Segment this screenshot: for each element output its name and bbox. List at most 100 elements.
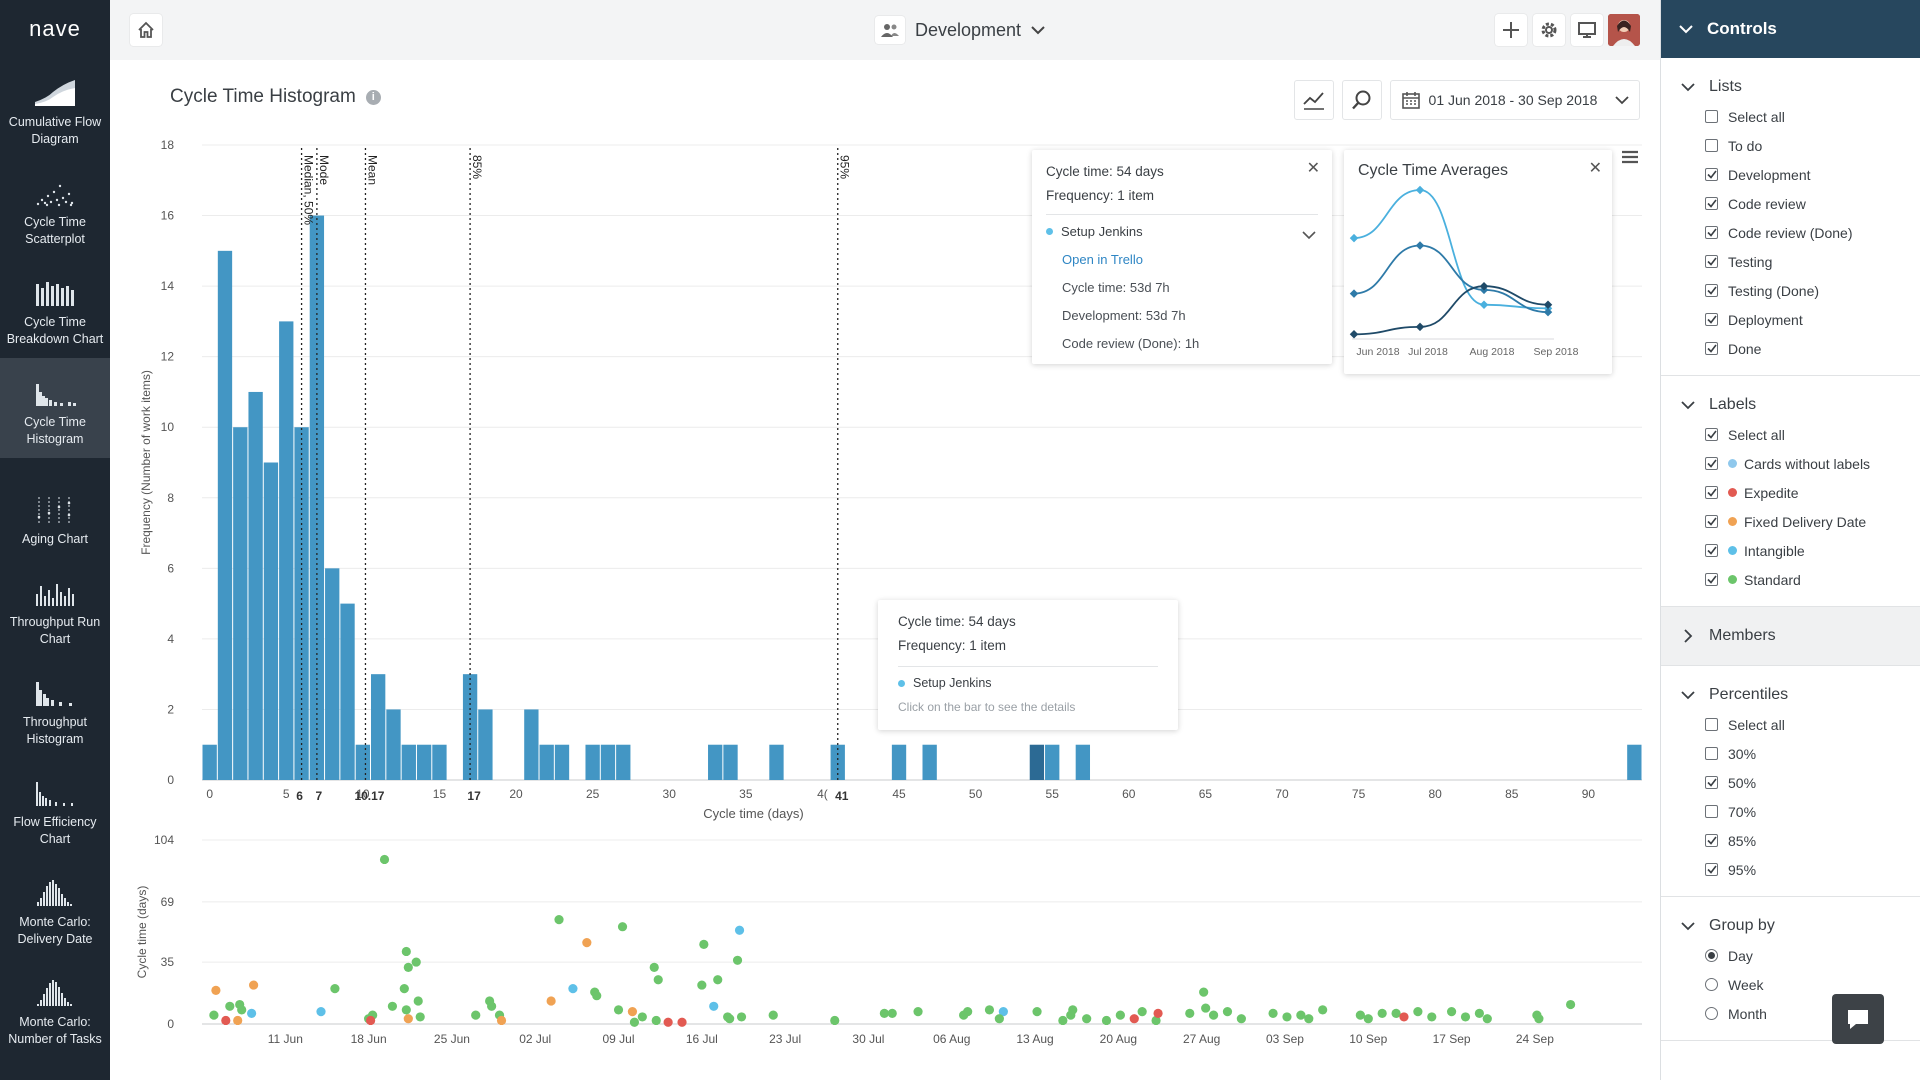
histogram-bar[interactable]	[891, 744, 907, 780]
scatter-point[interactable]	[1460, 1012, 1471, 1022]
scatter-point[interactable]	[1427, 1012, 1437, 1022]
scatter-point[interactable]	[403, 962, 413, 972]
scatter-point[interactable]	[1201, 1003, 1211, 1013]
scatter-point[interactable]	[233, 1015, 243, 1026]
scatter-point[interactable]	[1565, 999, 1576, 1010]
scatter-point[interactable]	[663, 1017, 673, 1027]
scatter-point[interactable]	[221, 1015, 231, 1026]
scatter-point[interactable]	[1185, 1008, 1195, 1018]
scatter-point[interactable]	[1482, 1014, 1492, 1024]
section-header[interactable]: Labels	[1661, 390, 1920, 420]
present-button[interactable]	[1571, 14, 1603, 46]
section-header[interactable]: Members	[1661, 621, 1920, 651]
scatter-point[interactable]	[677, 1017, 687, 1027]
info-icon[interactable]: i	[365, 89, 381, 105]
section-header[interactable]: Lists	[1661, 72, 1920, 102]
scatter-point[interactable]	[1363, 1014, 1373, 1024]
checkbox-code-review[interactable]: Code review	[1661, 189, 1920, 218]
scatter-point[interactable]	[697, 980, 707, 990]
scatter-point[interactable]	[830, 1015, 840, 1026]
scatter-point[interactable]	[1268, 1008, 1278, 1018]
histogram-bar[interactable]	[202, 744, 217, 780]
scatter-point[interactable]	[546, 996, 556, 1006]
scatter-point[interactable]	[316, 1007, 326, 1017]
histogram-bar[interactable]	[1627, 744, 1642, 780]
scatter-point[interactable]	[649, 962, 659, 972]
histogram-bar[interactable]	[309, 215, 325, 781]
zoom-button[interactable]	[1342, 80, 1382, 120]
checkbox-50-[interactable]: 50%	[1661, 768, 1920, 797]
scatter-point[interactable]	[568, 984, 578, 994]
scatter-point[interactable]	[732, 955, 743, 965]
scatter-point[interactable]	[1153, 1008, 1163, 1018]
checkbox-to-do[interactable]: To do	[1661, 131, 1920, 160]
open-in-trello-link[interactable]: Open in Trello	[1062, 252, 1143, 267]
nav-item-monte-carlo-tasks[interactable]: Monte Carlo: Number of Tasks	[0, 958, 110, 1058]
scatter-point[interactable]	[211, 985, 221, 995]
scatter-point[interactable]	[1068, 1005, 1078, 1015]
histogram-bar[interactable]	[554, 744, 570, 780]
scatter-point[interactable]	[1058, 1015, 1068, 1026]
radio-month[interactable]: Month	[1661, 999, 1920, 1028]
nav-item-scatterplot[interactable]: Cycle Time Scatterplot	[0, 158, 110, 258]
histogram-bar[interactable]	[355, 744, 371, 780]
scatter-point[interactable]	[1318, 1005, 1328, 1015]
histogram-bar[interactable]	[600, 744, 616, 780]
home-button[interactable]	[130, 14, 162, 46]
checkbox-code-review-done-[interactable]: Code review (Done)	[1661, 218, 1920, 247]
checkbox-intangible[interactable]: Intangible	[1661, 536, 1920, 565]
scatter-point[interactable]	[554, 915, 564, 925]
nav-item-throughput-run[interactable]: Throughput Run Chart	[0, 558, 110, 658]
scatter-point[interactable]	[1282, 1012, 1292, 1022]
trend-toggle-button[interactable]	[1294, 80, 1334, 120]
checkbox-select-all[interactable]: Select all	[1661, 102, 1920, 131]
nav-item-monte-carlo-date[interactable]: Monte Carlo: Delivery Date	[0, 858, 110, 958]
histogram-bar[interactable]	[1029, 744, 1045, 780]
scatter-point[interactable]	[1399, 1012, 1409, 1022]
scatter-point[interactable]	[984, 1005, 995, 1015]
board-selector[interactable]: Development	[875, 16, 1045, 44]
histogram-bar[interactable]	[524, 709, 539, 780]
histogram-bar[interactable]	[401, 744, 416, 780]
checkbox-deployment[interactable]: Deployment	[1661, 305, 1920, 334]
user-avatar[interactable]	[1608, 14, 1640, 46]
scatter-point[interactable]	[413, 996, 423, 1006]
scatter-point[interactable]	[582, 938, 592, 948]
checkbox-select-all[interactable]: Select all	[1661, 420, 1920, 449]
histogram-bar[interactable]	[922, 744, 937, 780]
scatter-point[interactable]	[734, 925, 745, 935]
scatter-point[interactable]	[1115, 1010, 1125, 1020]
scatter-point[interactable]	[629, 1017, 640, 1027]
scatter-point[interactable]	[653, 975, 663, 985]
scatter-point[interactable]	[736, 1012, 747, 1022]
scatter-point[interactable]	[225, 1001, 235, 1011]
scatter-point[interactable]	[959, 1010, 969, 1020]
scatter-point[interactable]	[713, 975, 723, 985]
scatter-point[interactable]	[399, 984, 409, 994]
add-button[interactable]	[1495, 14, 1527, 46]
close-icon[interactable]: ✕	[1306, 160, 1320, 177]
scatter-point[interactable]	[709, 1001, 719, 1011]
histogram-bar[interactable]	[462, 674, 478, 780]
scatter-point[interactable]	[1208, 1010, 1219, 1020]
nav-item-aging[interactable]: Aging Chart	[0, 458, 110, 558]
scatter-point[interactable]	[1032, 1007, 1042, 1017]
scatter-point[interactable]	[247, 1008, 257, 1018]
scatter-point[interactable]	[994, 1014, 1004, 1024]
checkbox-95-[interactable]: 95%	[1661, 855, 1920, 884]
scatter-point[interactable]	[411, 957, 421, 967]
histogram-bar[interactable]	[248, 391, 263, 780]
scatter-point[interactable]	[627, 1007, 638, 1017]
scatter-point[interactable]	[379, 854, 390, 865]
section-header[interactable]: Group by	[1661, 911, 1920, 941]
scatter-point[interactable]	[651, 1015, 661, 1026]
section-header[interactable]: Percentiles	[1661, 680, 1920, 710]
scatter-point[interactable]	[637, 1012, 647, 1022]
chevron-down-icon[interactable]	[1302, 230, 1316, 240]
scatter-point[interactable]	[1413, 1007, 1423, 1017]
scatter-point[interactable]	[887, 1008, 897, 1018]
checkbox-standard[interactable]: Standard	[1661, 565, 1920, 594]
histogram-bar[interactable]	[340, 603, 355, 780]
scatter-point[interactable]	[209, 1010, 219, 1020]
scatter-point[interactable]	[237, 1005, 247, 1015]
